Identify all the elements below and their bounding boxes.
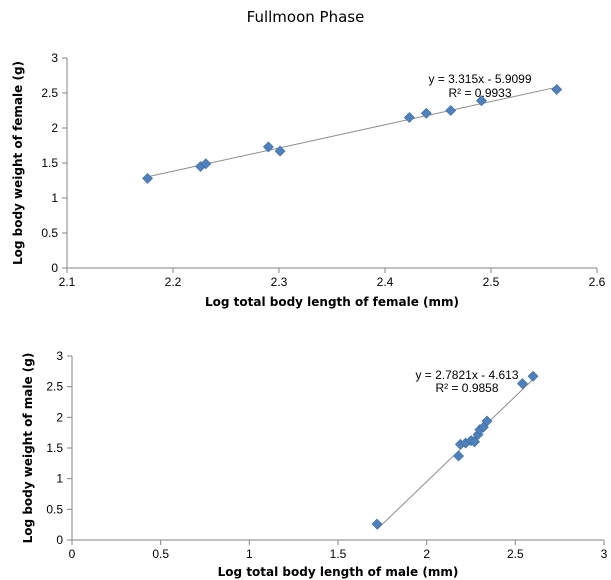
data-point (420, 107, 432, 119)
data-point (551, 84, 563, 95)
y-tick-label: 1 (56, 472, 63, 486)
y-tick-label: 2 (51, 121, 58, 135)
x-tick-label: 3 (601, 547, 608, 561)
data-point (527, 370, 539, 382)
x-tick-label: 2.5 (483, 275, 500, 289)
x-tick-label: 2 (423, 547, 430, 561)
trendline-r-squared: R² = 0.9933 (448, 86, 511, 100)
x-tick-label: 2.5 (507, 547, 524, 561)
y-axis-label: Log body weight of male (g) (21, 353, 35, 544)
trendline-r-squared: R² = 0.9858 (435, 381, 498, 395)
y-tick-label: 0.5 (46, 502, 63, 516)
x-axis-label: Log total body length of female (mm) (205, 295, 459, 309)
data-point (517, 378, 528, 390)
y-tick-label: 3 (51, 51, 58, 65)
data-point (371, 518, 383, 530)
x-tick-label: 2.4 (377, 275, 394, 289)
trendline-equation: y = 2.7821x - 4.613 (415, 368, 518, 382)
data-point (142, 172, 153, 184)
x-tick-label: 1.5 (330, 547, 347, 561)
female-chart: 0 0.5 1 1.5 2 2.5 3 2.1 2.2 2.3 2.4 2.5 2.6 Log total… (11, 51, 606, 309)
x-tick-label: 2.2 (165, 275, 182, 289)
trendline (146, 86, 557, 178)
y-tick-label: 1.5 (46, 441, 63, 455)
x-tick-label: 2.3 (271, 275, 288, 289)
x-tick-label: 0.5 (152, 547, 169, 561)
data-point (274, 145, 286, 157)
data-point (481, 415, 493, 427)
data-point (469, 436, 480, 448)
data-point (262, 141, 274, 153)
page-title: Fullmoon Phase (246, 8, 365, 26)
data-point (403, 112, 415, 123)
y-tick-label: 1 (51, 191, 58, 205)
y-tick-label: 2.5 (46, 380, 63, 394)
y-tick-label: 0.5 (41, 226, 58, 240)
x-tick-label: 2.1 (59, 275, 76, 289)
y-tick-label: 2 (56, 410, 63, 424)
y-tick-label: 2.5 (41, 86, 58, 100)
x-axis-label: Log total body length of male (mm) (218, 565, 459, 579)
y-tick-label: 3 (56, 349, 63, 363)
x-tick-label: 1 (246, 547, 253, 561)
data-point (200, 158, 212, 170)
data-point (453, 450, 465, 462)
y-tick-label: 0 (56, 533, 63, 547)
x-tick-label: 0 (69, 547, 76, 561)
y-axis-label: Log body weight of female (g) (11, 61, 25, 265)
y-tick-label: 0 (51, 261, 58, 275)
data-point (445, 105, 457, 116)
data-point (476, 95, 487, 107)
x-tick-label: 2.6 (589, 275, 606, 289)
y-tick-label: 1.5 (41, 156, 58, 170)
trendline-equation: y = 3.315x - 5.9099 (428, 72, 531, 86)
male-chart: 0 0.5 1 1.5 2 2.5 3 0 0.5 1 1.5 2 2.5 3 Log total body… (21, 349, 608, 579)
